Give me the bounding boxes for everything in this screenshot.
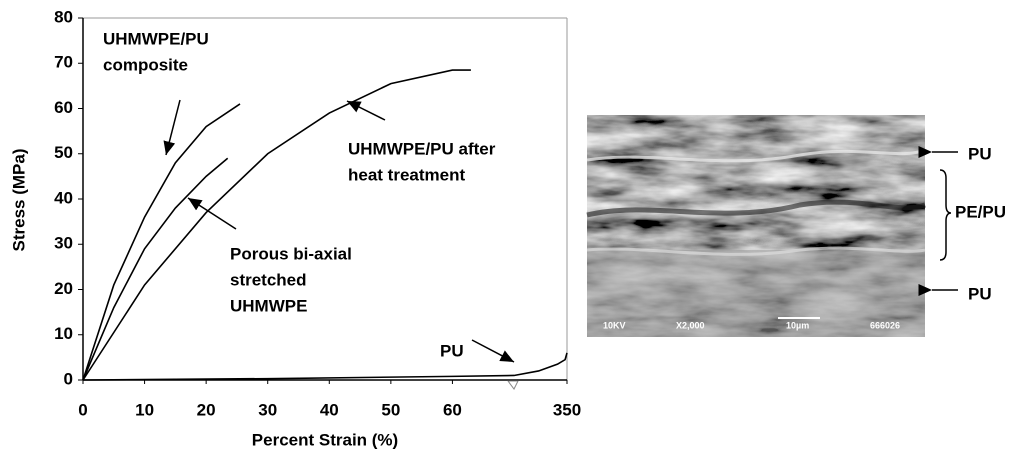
annotation: UHMWPE	[230, 296, 307, 315]
bracket	[940, 170, 951, 260]
annotation: PU	[440, 341, 464, 360]
y-tick-label: 10	[54, 324, 73, 343]
image-label: PU	[968, 284, 992, 303]
micrograph-text: 666026	[870, 320, 900, 330]
y-tick-label: 80	[54, 7, 73, 26]
x-tick-label: 20	[197, 400, 216, 419]
annotation: heat treatment	[348, 165, 465, 184]
x-tick-label: 50	[381, 400, 400, 419]
annotation: stretched	[230, 270, 307, 289]
annotation: Porous bi-axial	[230, 244, 352, 263]
x-tick-label: 60	[443, 400, 462, 419]
micrograph-text: 10µm	[786, 320, 809, 330]
annotation: composite	[103, 55, 188, 74]
y-tick-label: 60	[54, 98, 73, 117]
x-tick-label: 40	[320, 400, 339, 419]
x-tick-label: 10	[135, 400, 154, 419]
y-tick-label: 50	[54, 143, 73, 162]
y-tick-label: 0	[64, 369, 73, 388]
x-tick-label: 30	[258, 400, 277, 419]
axis-break	[508, 381, 518, 389]
annotation: UHMWPE/PU after	[348, 139, 496, 158]
micrograph-text: X2,000	[676, 320, 705, 330]
image-label: PE/PU	[955, 202, 1006, 221]
micrograph-text: 10KV	[603, 320, 626, 330]
micrograph	[587, 115, 925, 337]
arrow	[472, 340, 514, 362]
arrow	[347, 101, 385, 120]
y-axis-label: Stress (MPa)	[9, 149, 28, 252]
y-tick-label: 30	[54, 234, 73, 253]
x-axis-label: Percent Strain (%)	[252, 430, 398, 449]
x-tick-label: 0	[78, 400, 87, 419]
y-tick-label: 20	[54, 279, 73, 298]
series-line	[83, 104, 240, 380]
series-line	[83, 353, 567, 380]
y-tick-label: 70	[54, 53, 73, 72]
image-label: PU	[968, 144, 992, 163]
annotation: UHMWPE/PU	[103, 29, 209, 48]
x-tick-label: 350	[553, 400, 581, 419]
arrow	[166, 100, 180, 155]
figure: 0 10 20 30 40 50 60 70 80 0 10 20 30 40 50 60 350 Stress…	[0, 0, 1032, 462]
y-tick-label: 40	[54, 188, 73, 207]
